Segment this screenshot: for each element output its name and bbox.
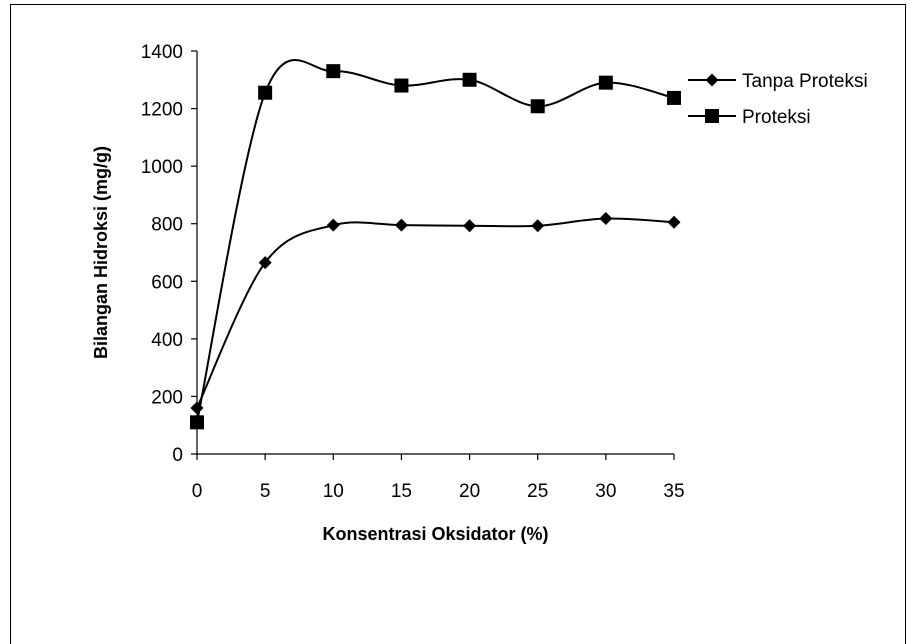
line-chart: 0 200 400 600 800 1000 1200 1400 0 5 10 15 20 25 30 35… <box>91 42 868 544</box>
y-tick-label: 800 <box>151 215 183 236</box>
x-tick-label: 0 <box>192 481 203 502</box>
legend-marker-diamond <box>705 73 719 87</box>
series-lines <box>196 59 675 423</box>
data-point-diamond <box>394 218 408 232</box>
y-tick-label: 0 <box>172 445 183 466</box>
chart-frame <box>10 4 906 644</box>
data-point-square <box>190 415 204 430</box>
x-tick-label: 5 <box>260 481 271 502</box>
data-point-diamond <box>599 212 613 226</box>
data-point-diamond <box>463 219 477 233</box>
data-point-diamond <box>531 219 545 233</box>
data-point-square <box>258 85 273 100</box>
data-point-diamond <box>667 215 681 229</box>
x-tick-label: 15 <box>391 481 412 502</box>
data-point-square <box>667 90 681 105</box>
y-tick-label: 600 <box>151 272 183 293</box>
legend-marker-square <box>705 109 719 123</box>
series-line-1 <box>196 217 675 409</box>
data-point-square <box>530 99 545 114</box>
data-point-diamond <box>190 401 204 415</box>
x-tick-label: 10 <box>323 481 344 502</box>
data-point-square <box>326 64 341 79</box>
y-tick-label: 1400 <box>141 42 183 63</box>
x-ticks: 0 5 10 15 20 25 30 35 <box>192 454 685 502</box>
y-tick-label: 200 <box>151 387 183 408</box>
legend-label: Tanpa Proteksi <box>742 71 868 92</box>
x-tick-label: 25 <box>527 481 548 502</box>
data-point-diamond <box>258 256 272 270</box>
y-tick-label: 1200 <box>141 100 183 121</box>
y-tick-label: 1000 <box>141 157 183 178</box>
data-point-square <box>598 75 613 90</box>
series-markers <box>190 64 681 430</box>
axes <box>196 51 674 455</box>
series-line-2 <box>196 59 675 423</box>
x-tick-label: 20 <box>459 481 480 502</box>
y-axis-title: Bilangan Hidroksi (mg/g) <box>91 146 111 359</box>
data-point-diamond <box>326 218 340 232</box>
x-tick-label: 35 <box>663 481 684 502</box>
x-tick-label: 30 <box>595 481 616 502</box>
legend-label: Proteksi <box>742 107 811 128</box>
x-axis-title: Konsentrasi Oksidator (%) <box>322 524 548 544</box>
data-point-square <box>394 78 409 93</box>
data-point-square <box>462 72 477 87</box>
legend: Tanpa Proteksi Proteksi <box>688 71 868 128</box>
y-tick-label: 400 <box>151 330 183 351</box>
y-ticks: 0 200 400 600 800 1000 1200 1400 <box>141 42 197 466</box>
